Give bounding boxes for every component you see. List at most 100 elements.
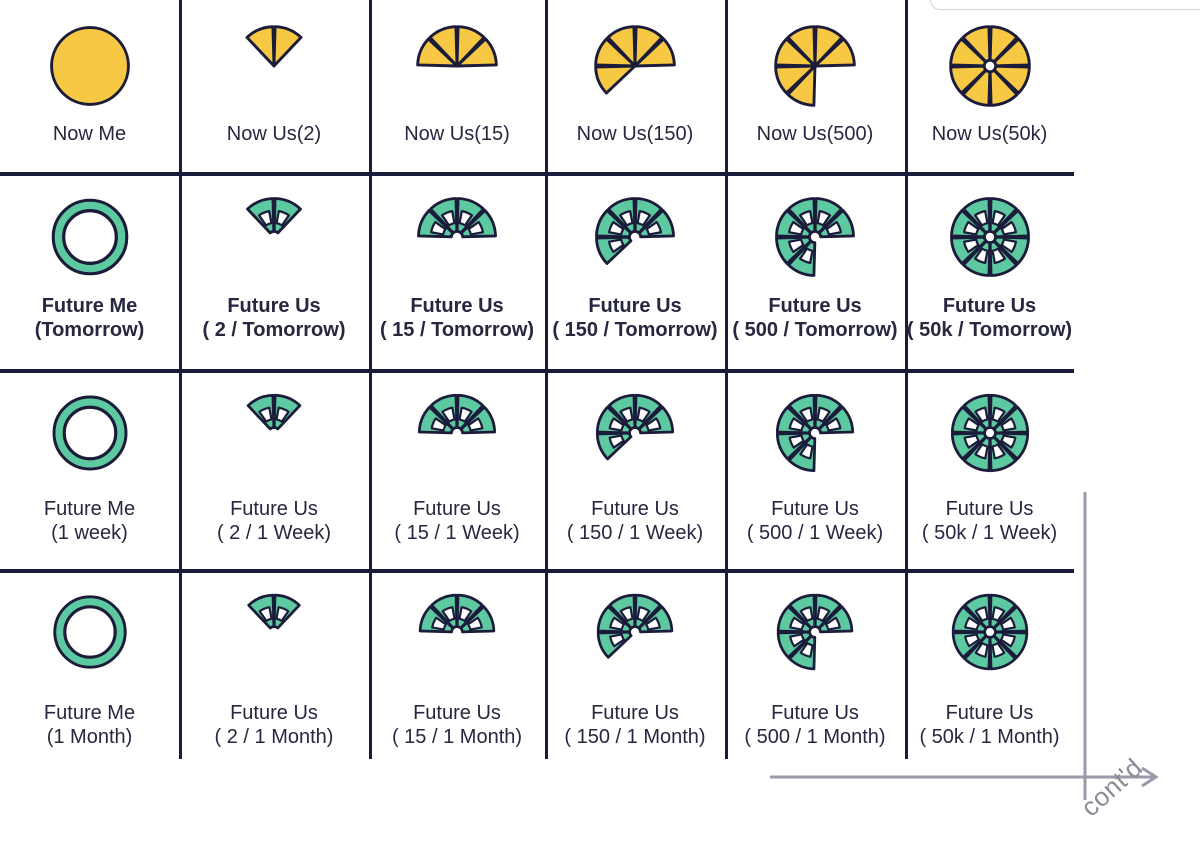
matrix-cell-now-us50k[interactable]: Now Us(50k): [905, 0, 1074, 172]
matrix-cell-now-us500[interactable]: Now Us(500): [725, 0, 905, 172]
cell-label-line1: Now Us(50k): [931, 123, 1048, 145]
matrix-cell-now-us2[interactable]: Now Us(2): [179, 0, 369, 172]
pie-4-of-8-outline-icon: [411, 383, 503, 483]
cell-label-line2: ( 15 / 1 Week): [394, 522, 520, 545]
cell-label: Future Us( 15 / 1 Week): [394, 497, 519, 546]
matrix-cell-future-1week-us2[interactable]: Future Us( 2 / 1 Week): [179, 373, 369, 569]
cell-label: Now Us(15): [404, 122, 510, 146]
pie-2-of-8-outline-icon: [229, 583, 319, 681]
cell-label-line2: ( 2 / Tomorrow): [202, 319, 346, 342]
cell-label-line1: Future Us: [413, 702, 501, 724]
cell-label-line1: Future Us: [230, 498, 318, 520]
cell-label: Future Us( 2 / 1 Month): [215, 701, 334, 750]
pie-5-of-8-outline-icon: [588, 186, 682, 288]
matrix-cell-future-tomorrow-us150[interactable]: Future Us( 150 / Tomorrow): [545, 176, 725, 369]
cell-label-line1: Future Me: [41, 295, 138, 317]
pie-5-of-8-outline-icon: [590, 583, 680, 681]
matrix-cell-future-1month-us500[interactable]: Future Us( 500 / 1 Month): [725, 573, 905, 773]
matrix-cell-future-tomorrow-us15[interactable]: Future Us( 15 / Tomorrow): [369, 176, 545, 369]
matrix-cell-future-1week-us500[interactable]: Future Us( 500 / 1 Week): [725, 373, 905, 569]
matrix-row-future-1month: Future Me (1 Month) Future Us( 2 / 1 Month…: [0, 573, 1074, 773]
pie-8-of-8-outline-icon: [943, 186, 1037, 288]
cell-label-line1: Now Us(15): [404, 123, 510, 145]
cell-label-line1: Future Us: [230, 702, 318, 724]
cell-label: Future Us( 50k / 1 Week): [922, 497, 1057, 546]
matrix-cell-now-me[interactable]: Now Me: [0, 4, 179, 172]
matrix-cell-future-1week-us50k[interactable]: Future Us( 50k / 1 Week): [905, 373, 1074, 569]
cell-label-line2: ( 2 / 1 Week): [216, 522, 332, 545]
pie-6-of-8-filled-icon: [767, 14, 863, 118]
cell-label-line1: Future Us: [942, 295, 1037, 317]
cell-label-line1: Future Us: [413, 498, 501, 520]
cell-label: Future Us( 500 / 1 Week): [747, 497, 883, 546]
cell-label-line1: Future Us: [410, 295, 504, 317]
cell-label: Future Us( 500 / Tomorrow): [732, 294, 897, 343]
cell-label-line1: Future Us: [945, 702, 1034, 724]
matrix-cell-now-us150[interactable]: Now Us(150): [545, 0, 725, 172]
cell-label: Future Us( 15 / Tomorrow): [380, 294, 534, 343]
matrix-cell-future-tomorrow-us500[interactable]: Future Us( 500 / Tomorrow): [725, 176, 905, 369]
ring-outline-icon: [43, 186, 137, 288]
matrix-cell-now-us15[interactable]: Now Us(15): [369, 0, 545, 172]
pie-6-of-8-outline-icon: [770, 583, 860, 681]
pie-6-of-8-outline-icon: [769, 383, 861, 483]
matrix-cell-future-tomorrow-us2[interactable]: Future Us( 2 / Tomorrow): [179, 176, 369, 369]
pie-5-of-8-filled-icon: [587, 14, 683, 118]
matrix-cell-future-tomorrow-me[interactable]: Future Me (Tomorrow): [0, 176, 179, 369]
cell-label: Future Us( 2 / 1 Week): [217, 497, 331, 546]
pie-2-of-8-outline-icon: [228, 383, 320, 483]
pie-4-of-8-filled-icon: [409, 14, 505, 118]
cell-label-line2: (1 week): [51, 522, 128, 545]
pie-5-of-8-outline-icon: [589, 383, 681, 483]
cell-label-line2: ( 500 / Tomorrow): [732, 319, 898, 342]
cell-label-line2: ( 150 / Tomorrow): [552, 319, 718, 342]
cell-label-line2: ( 15 / 1 Month): [391, 726, 523, 749]
ring-outline-icon: [44, 383, 136, 483]
row-separator: [0, 369, 1074, 373]
cell-label-line1: Now Me: [52, 123, 127, 145]
cell-label-line1: Future Us: [945, 498, 1034, 520]
cell-label-line2: ( 15 / Tomorrow): [379, 319, 535, 342]
cell-label-line2: ( 50k / Tomorrow): [906, 319, 1073, 342]
cell-label-line2: ( 50k / 1 Month): [919, 726, 1060, 749]
cell-label: Future Me (Tomorrow): [35, 294, 145, 343]
cell-label: Now Us(150): [577, 122, 694, 146]
card-edge-decoration: [930, 0, 1200, 10]
matrix-cell-future-tomorrow-us50k[interactable]: Future Us( 50k / Tomorrow): [905, 176, 1074, 369]
row-separator: [0, 569, 1074, 573]
pie-2-of-8-outline-icon: [227, 186, 321, 288]
cell-label: Future Us( 50k / 1 Month): [919, 701, 1059, 750]
matrix-cell-future-1month-me[interactable]: Future Me (1 Month): [0, 573, 179, 773]
row-separator: [0, 172, 1074, 176]
matrix-cell-future-1month-us2[interactable]: Future Us( 2 / 1 Month): [179, 573, 369, 773]
cell-label-line2: ( 150 / 1 Week): [566, 522, 704, 545]
cell-label-line2: (1 Month): [46, 726, 133, 749]
matrix-cell-future-1month-us15[interactable]: Future Us( 15 / 1 Month): [369, 573, 545, 773]
matrix-row-now: Now Me Now Us(2) Now Us(15) Now Us(150) Now …: [0, 0, 1074, 172]
matrix-cell-future-1week-me[interactable]: Future Me (1 week): [0, 373, 179, 569]
cell-label: Future Us( 15 / 1 Month): [392, 701, 522, 750]
cell-label-line1: Now Us(2): [226, 123, 322, 145]
pie-8-of-8-outline-icon: [944, 383, 1036, 483]
cell-label-line2: ( 500 / 1 Week): [746, 522, 884, 545]
cell-label: Future Us( 50k / Tomorrow): [907, 294, 1072, 343]
matrix-cell-future-1month-us150[interactable]: Future Us( 150 / 1 Month): [545, 573, 725, 773]
cell-label-line1: Now Us(150): [576, 123, 694, 145]
cell-label: Now Us(500): [757, 122, 874, 146]
pie-matrix-grid: Now Me Now Us(2) Now Us(15) Now Us(150) Now …: [0, 0, 1074, 773]
pie-2-of-8-filled-icon: [226, 14, 322, 118]
cell-label-line2: ( 150 / 1 Month): [564, 726, 706, 749]
arrow-right-icon: [770, 766, 1159, 788]
cell-label-line2: ( 50k / 1 Week): [921, 522, 1058, 545]
cell-label-line1: Future Us: [771, 498, 859, 520]
matrix-cell-future-1month-us50k[interactable]: Future Us( 50k / 1 Month): [905, 573, 1074, 773]
pie-4-of-8-outline-icon: [412, 583, 502, 681]
cell-label: Future Me (1 Month): [44, 701, 135, 750]
cell-label: Future Us( 150 / 1 Week): [567, 497, 703, 546]
cell-label-line1: Future Us: [768, 295, 862, 317]
matrix-cell-future-1week-us15[interactable]: Future Us( 15 / 1 Week): [369, 373, 545, 569]
matrix-cell-future-1week-us150[interactable]: Future Us( 150 / 1 Week): [545, 373, 725, 569]
cell-label: Future Us( 500 / 1 Month): [744, 701, 885, 750]
cell-label-line1: Future Me: [43, 702, 136, 724]
